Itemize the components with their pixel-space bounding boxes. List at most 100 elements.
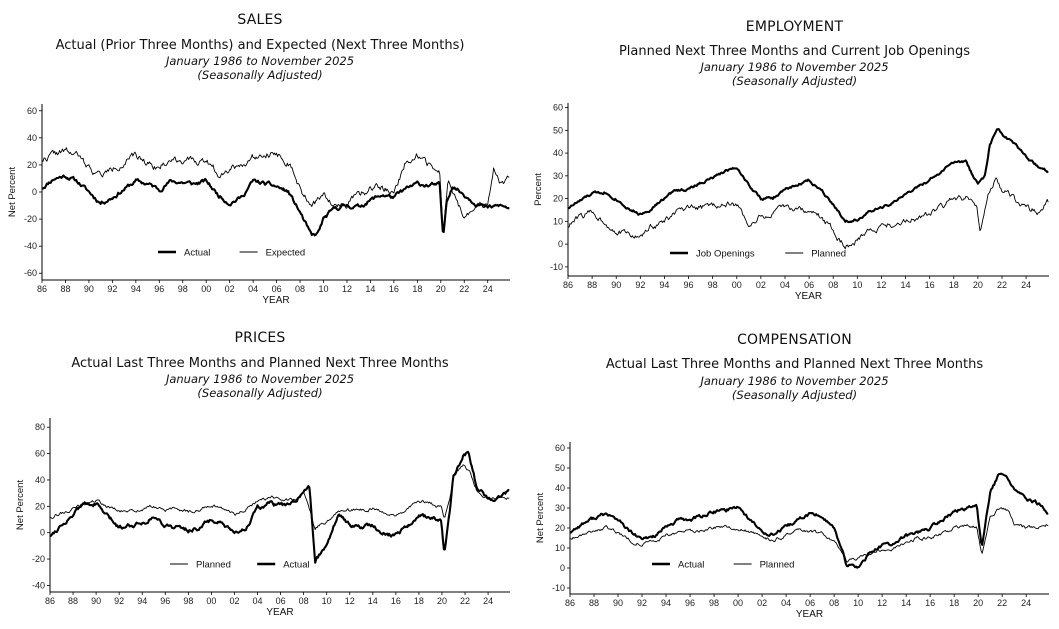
x-tick-label: 96	[160, 596, 170, 606]
x-tick-label: 18	[949, 280, 959, 290]
x-tick-label: 12	[345, 596, 355, 606]
x-tick-label: 24	[483, 284, 493, 294]
x-tick-label: 16	[391, 596, 401, 606]
chart-subtitle: Actual Last Three Months and Planned Nex…	[71, 356, 449, 371]
x-tick-label: 08	[295, 284, 305, 294]
x-tick-label: 96	[684, 280, 694, 290]
x-tick-label: 88	[587, 280, 597, 290]
y-tick-label: 20	[555, 523, 565, 533]
y-tick-label: 40	[35, 475, 45, 485]
x-tick-label: 24	[1021, 598, 1031, 608]
x-tick-label: 22	[459, 284, 469, 294]
series-line-actual	[569, 472, 1049, 569]
x-axis-label: YEAR	[795, 291, 822, 302]
prices-chart: -40 -20 0 20 40 60 80 86 88 90 92 94 96 98 00 02 04 06 08 1…	[15, 418, 510, 618]
sales-panel: SALES Actual (Prior Three Months) and Ex…	[0, 0, 520, 310]
x-tick-label: 86	[37, 284, 47, 294]
legend-label: Planned	[811, 249, 846, 260]
x-tick-label: 06	[276, 596, 286, 606]
chart-subtitle: Planned Next Three Months and Current Jo…	[618, 44, 971, 59]
x-tick-label: 10	[853, 598, 863, 608]
x-tick-label: 06	[272, 284, 282, 294]
x-tick-label: 16	[925, 280, 935, 290]
x-tick-label: 14	[365, 284, 375, 294]
x-tick-label: 18	[414, 596, 424, 606]
x-tick-label: 22	[997, 598, 1007, 608]
x-tick-label: 00	[733, 598, 743, 608]
chart-title: PRICES	[234, 330, 286, 346]
x-tick-label: 02	[757, 598, 767, 608]
x-tick-label: 88	[60, 284, 70, 294]
x-tick-label: 86	[45, 596, 55, 606]
x-tick-label: 96	[154, 284, 164, 294]
x-tick-label: 04	[253, 596, 263, 606]
y-tick-label: -40	[32, 580, 45, 590]
x-tick-label: 12	[342, 284, 352, 294]
x-tick-label: 86	[565, 598, 575, 608]
y-tick-label: 10	[553, 216, 563, 226]
x-tick-label: 98	[178, 284, 188, 294]
x-tick-label: 04	[781, 598, 791, 608]
prices-panel: PRICES Actual Last Three Months and Plan…	[0, 318, 520, 629]
y-tick-label: 20	[553, 194, 563, 204]
y-tick-label: 30	[553, 171, 563, 181]
x-tick-label: 18	[949, 598, 959, 608]
x-tick-label: 90	[91, 596, 101, 606]
legend-label: Actual	[184, 248, 210, 259]
series-line-planned	[49, 464, 510, 531]
x-axis-label: YEAR	[796, 609, 823, 620]
chart-subtitle: Actual Last Three Months and Planned Nex…	[605, 357, 984, 372]
x-tick-label: 88	[68, 596, 78, 606]
x-tick-label: 96	[685, 598, 695, 608]
legend-label: Planned	[760, 560, 795, 571]
y-tick-label: 0	[558, 239, 563, 249]
y-tick-label: 60	[553, 103, 563, 113]
y-tick-label: 0	[40, 528, 45, 538]
y-tick-label: -10	[550, 262, 563, 272]
y-axis-label: Net Percent	[7, 167, 18, 218]
x-tick-label: 22	[997, 280, 1007, 290]
x-tick-label: 02	[756, 280, 766, 290]
y-axis-label: Net Percent	[535, 493, 546, 544]
x-tick-label: 14	[901, 598, 911, 608]
chart-date-range: January 1986 to November 2025	[165, 54, 355, 68]
x-tick-label: 06	[805, 598, 815, 608]
x-tick-label: 24	[1021, 280, 1031, 290]
y-tick-label: 40	[555, 483, 565, 493]
series-line-planned	[569, 507, 1049, 563]
y-tick-label: -10	[552, 583, 565, 593]
chart-date-range: January 1986 to November 2025	[700, 374, 889, 388]
x-tick-label: 24	[483, 596, 493, 606]
y-tick-label: 20	[35, 501, 45, 511]
y-tick-label: 50	[555, 463, 565, 473]
x-tick-label: 90	[613, 598, 623, 608]
legend-label: Expected	[266, 248, 306, 259]
chart-title: EMPLOYMENT	[745, 19, 844, 35]
chart-note: (Seasonally Adjusted)	[731, 74, 858, 88]
x-axis-label: YEAR	[266, 607, 293, 618]
chart-note: (Seasonally Adjusted)	[197, 386, 323, 400]
y-tick-label: 0	[32, 187, 37, 197]
x-tick-label: 10	[318, 284, 328, 294]
y-tick-label: 60	[555, 443, 565, 453]
chart-note: (Seasonally Adjusted)	[197, 68, 323, 82]
x-tick-label: 08	[828, 280, 838, 290]
x-tick-label: 92	[107, 284, 117, 294]
x-axis-label: YEAR	[262, 295, 289, 306]
chart-date-range: January 1986 to November 2025	[165, 372, 355, 386]
x-tick-label: 20	[973, 598, 983, 608]
x-tick-label: 16	[389, 284, 399, 294]
legend-label: Actual	[678, 560, 704, 571]
y-tick-label: 80	[35, 422, 45, 432]
employment-chart: -10 0 10 20 30 40 50 60 86 88 90 92 94 96 98 00 02 04 06 08…	[533, 103, 1049, 302]
x-tick-label: 02	[225, 284, 235, 294]
employment-panel: EMPLOYMENT Planned Next Three Months and…	[530, 0, 1059, 310]
x-tick-label: 12	[877, 598, 887, 608]
chart-title: COMPENSATION	[737, 332, 852, 348]
chart-note: (Seasonally Adjusted)	[731, 388, 858, 402]
y-tick-label: -20	[32, 554, 45, 564]
y-axis-label: Net Percent	[15, 480, 26, 531]
x-tick-label: 94	[131, 284, 141, 294]
y-tick-label: 60	[27, 106, 37, 116]
legend-label: Planned	[196, 560, 231, 571]
